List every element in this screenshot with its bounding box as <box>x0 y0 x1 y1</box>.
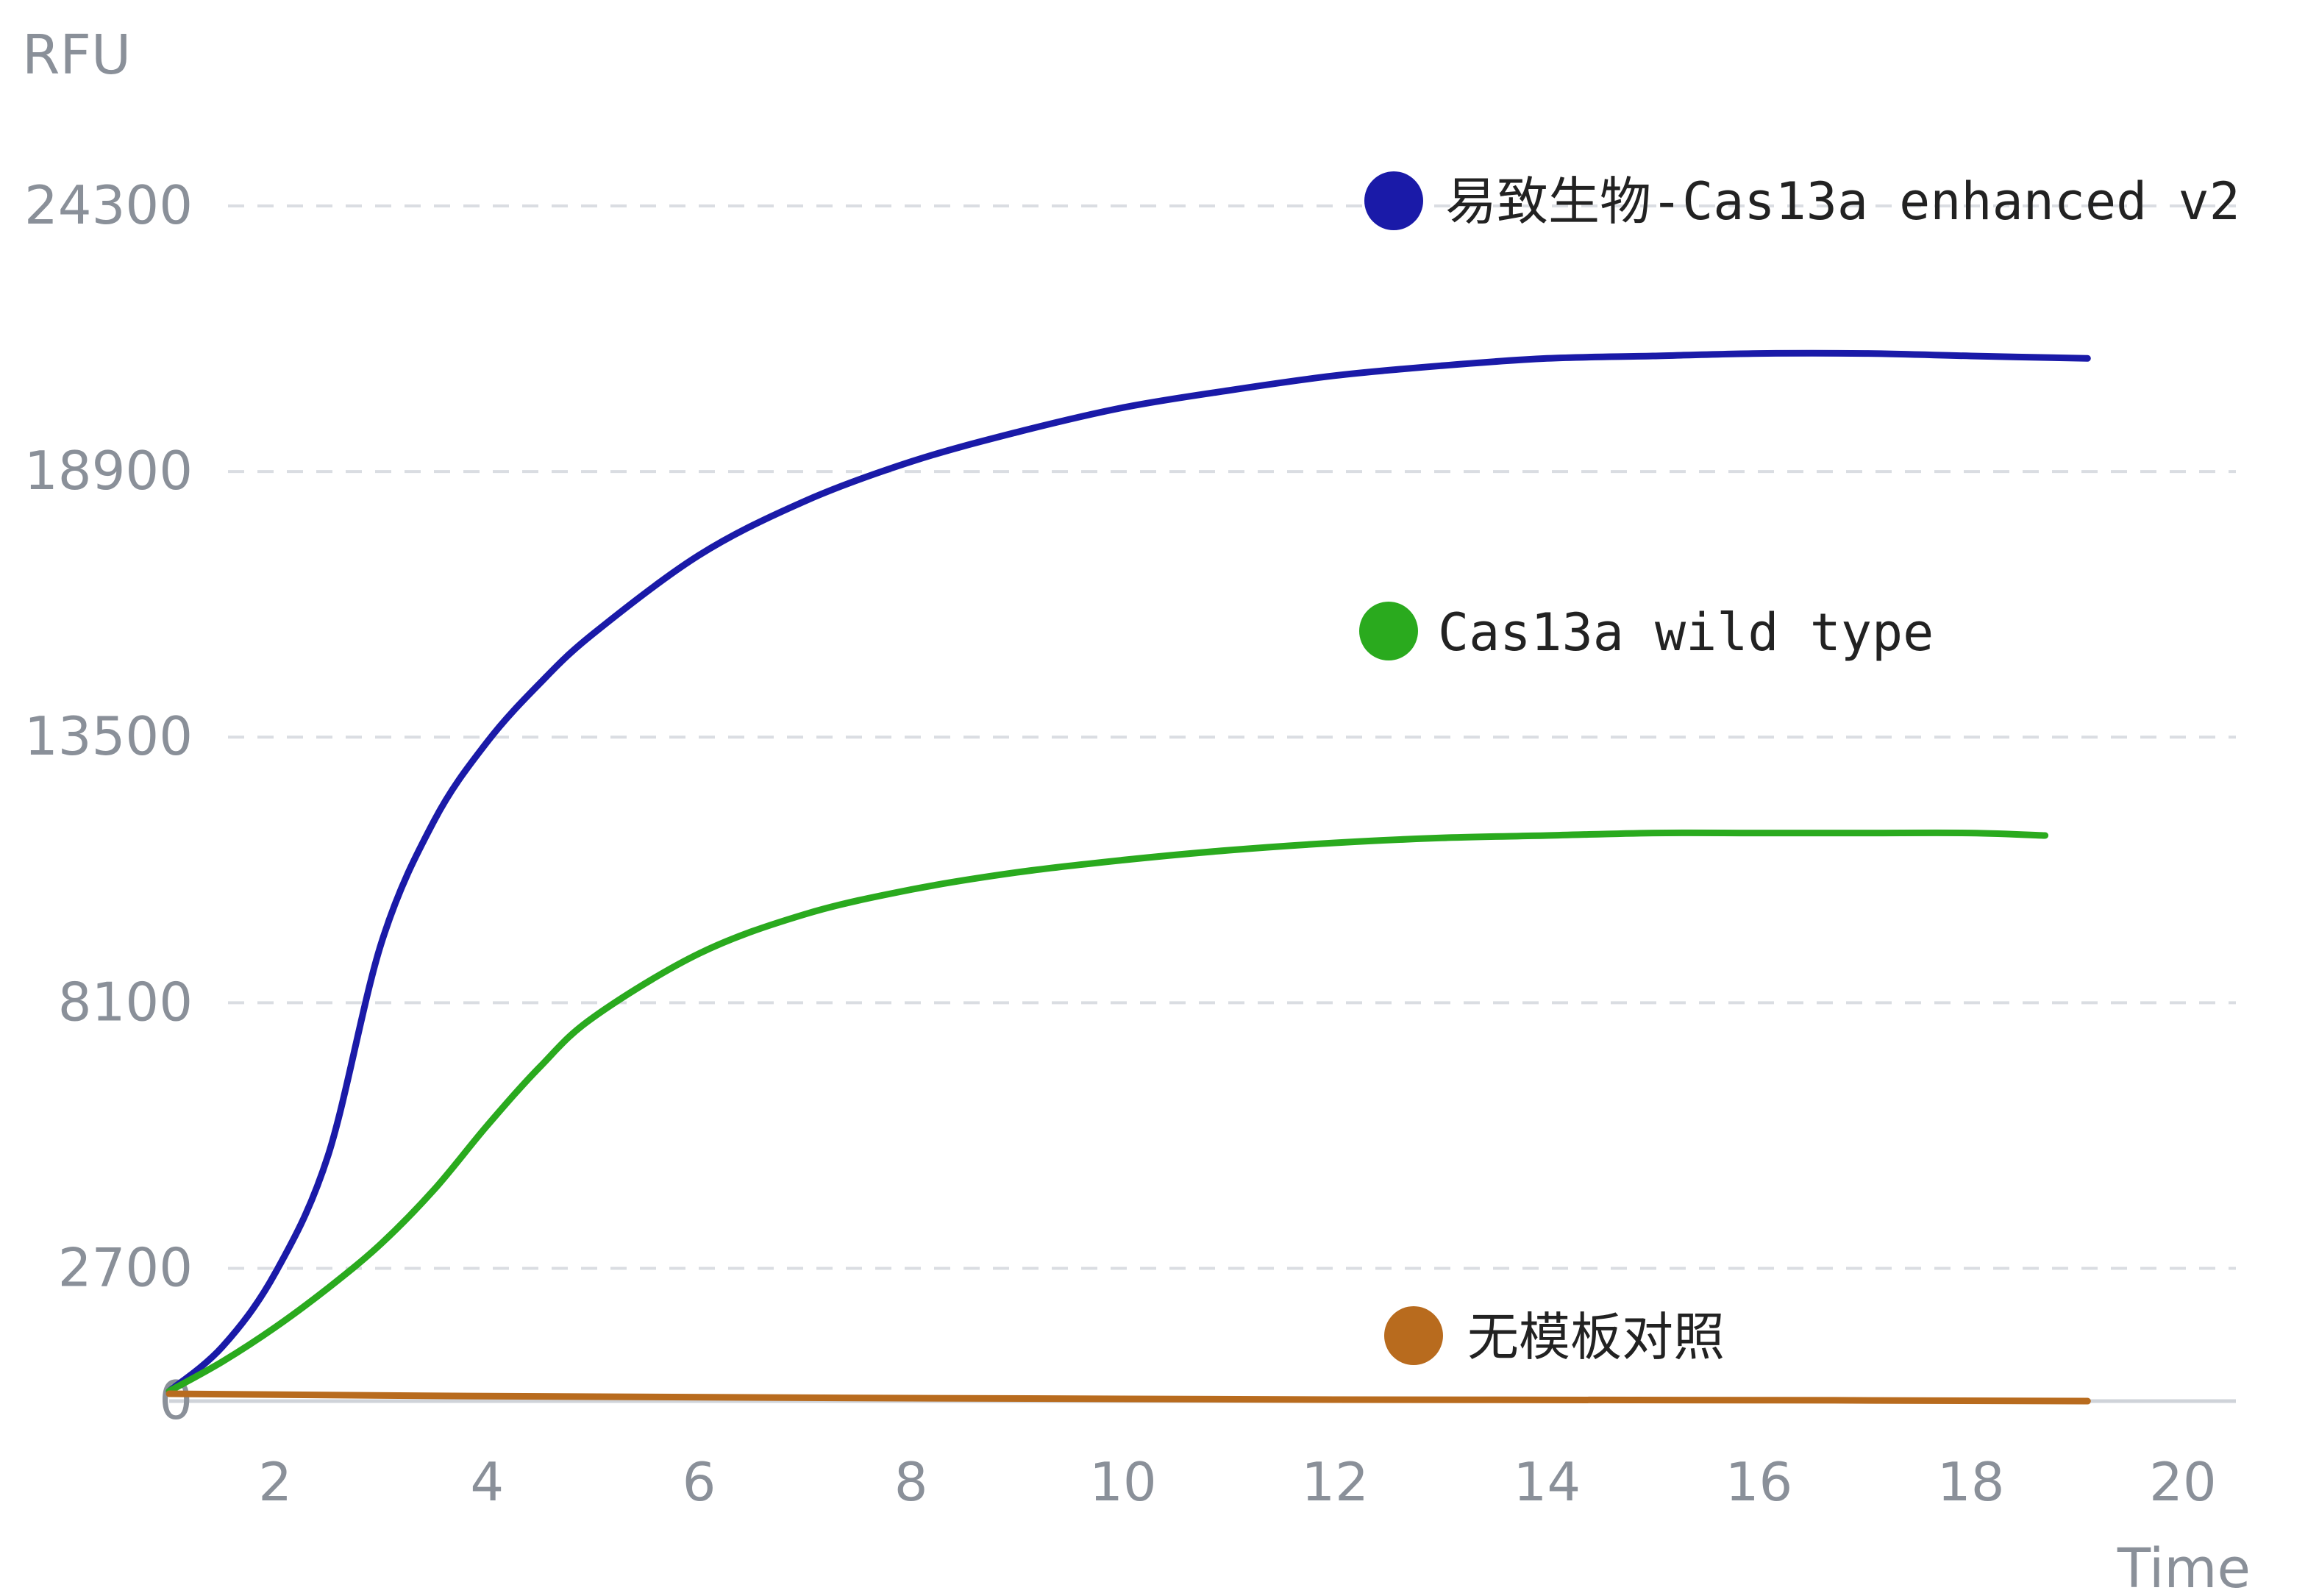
legend-marker <box>1364 171 1423 230</box>
legend-wild-type: Cas13a wild type <box>1359 602 1934 663</box>
legend-label: Cas13a wild type <box>1438 602 1934 663</box>
series-no-template-control-line <box>165 1390 2091 1405</box>
x-tick-label: 4 <box>470 1451 504 1513</box>
x-tick-label: 14 <box>1514 1451 1581 1513</box>
legend-label: 易致生物-Cas13a enhanced v2 <box>1445 171 2240 232</box>
x-tick-label: 16 <box>1725 1451 1793 1513</box>
x-tick-label: 10 <box>1089 1451 1157 1513</box>
y-tick-label: 13500 <box>24 705 193 767</box>
y-tick-label: 18900 <box>24 440 193 502</box>
x-axis-title: Time <box>2117 1537 2251 1592</box>
x-tick-label: 8 <box>894 1451 928 1513</box>
x-tick-label: 6 <box>683 1451 716 1513</box>
legend-enhanced-v2: 易致生物-Cas13a enhanced v2 <box>1364 171 2240 232</box>
y-tick-label: 8100 <box>58 971 193 1033</box>
x-tick-label: 18 <box>1937 1451 2005 1513</box>
y-tick-label: 2700 <box>58 1236 193 1298</box>
legend-no-template-control: 无模板对照 <box>1384 1306 1725 1367</box>
legend-marker <box>1359 602 1418 660</box>
x-tick-label: 20 <box>2149 1451 2217 1513</box>
legend-marker <box>1384 1306 1443 1365</box>
grid-layer <box>169 204 2236 1403</box>
series-enhanced-v2-line <box>165 349 2091 1395</box>
legend-layer: 易致生物-Cas13a enhanced v2 Cas13a wild type 无… <box>1359 171 2240 1367</box>
y-tick-label: 24300 <box>24 174 193 236</box>
legend-label: 无模板对照 <box>1467 1307 1725 1367</box>
y-axis-title: RFU <box>22 24 131 87</box>
x-tick-label: 2 <box>258 1451 292 1513</box>
x-tick-label: 12 <box>1301 1451 1369 1513</box>
series-layer <box>165 349 2091 1405</box>
series-wild-type-line <box>165 829 2049 1395</box>
